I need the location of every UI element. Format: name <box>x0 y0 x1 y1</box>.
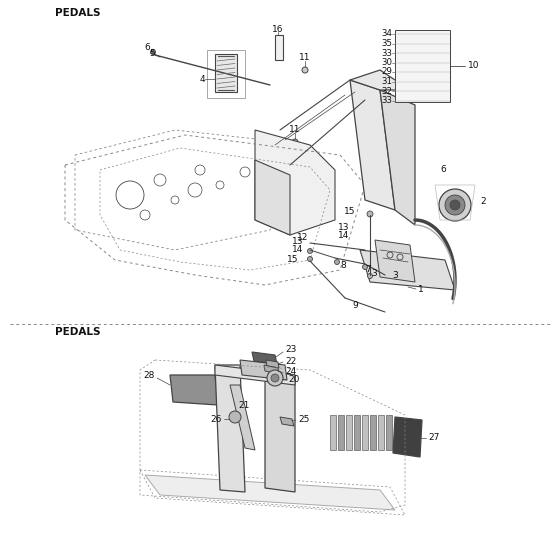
Text: 28: 28 <box>143 371 155 380</box>
Polygon shape <box>255 130 335 235</box>
Text: 32: 32 <box>381 86 392 96</box>
Polygon shape <box>360 250 455 290</box>
Circle shape <box>334 259 339 264</box>
Polygon shape <box>215 365 295 385</box>
Text: PEDALS: PEDALS <box>55 8 100 18</box>
Circle shape <box>229 411 241 423</box>
Text: 3: 3 <box>392 270 398 279</box>
Text: 11: 11 <box>299 54 311 63</box>
Text: 33: 33 <box>381 49 392 58</box>
Text: 10: 10 <box>468 62 479 71</box>
Text: 12: 12 <box>297 234 308 242</box>
Text: 33: 33 <box>381 96 392 105</box>
Text: 4: 4 <box>199 74 205 83</box>
Circle shape <box>445 195 465 215</box>
Text: 26: 26 <box>211 416 222 424</box>
Text: 34: 34 <box>381 30 392 39</box>
Polygon shape <box>215 365 245 492</box>
Polygon shape <box>346 415 352 450</box>
Text: 20: 20 <box>288 376 300 385</box>
Text: 8: 8 <box>340 260 346 269</box>
Text: 35: 35 <box>381 39 392 48</box>
Circle shape <box>367 211 373 217</box>
Text: 31: 31 <box>381 77 392 86</box>
Text: 22: 22 <box>285 357 296 366</box>
Text: 27: 27 <box>428 432 440 441</box>
Text: 24: 24 <box>285 367 296 376</box>
Text: 6: 6 <box>440 166 446 175</box>
Polygon shape <box>252 352 277 364</box>
Circle shape <box>450 200 460 210</box>
Text: 25: 25 <box>298 416 309 424</box>
Circle shape <box>362 264 367 269</box>
Polygon shape <box>330 415 336 450</box>
Polygon shape <box>170 375 218 405</box>
Polygon shape <box>230 385 255 450</box>
Text: 2: 2 <box>480 198 486 207</box>
Text: 21: 21 <box>238 400 249 409</box>
Polygon shape <box>350 70 410 90</box>
Circle shape <box>271 374 279 382</box>
Polygon shape <box>375 240 415 282</box>
Polygon shape <box>338 415 344 450</box>
Circle shape <box>292 139 298 145</box>
Circle shape <box>302 67 308 73</box>
Polygon shape <box>280 417 294 426</box>
Circle shape <box>307 249 312 254</box>
Polygon shape <box>386 415 392 450</box>
Polygon shape <box>393 417 422 457</box>
Polygon shape <box>354 415 360 450</box>
Polygon shape <box>266 360 279 368</box>
Polygon shape <box>145 475 395 510</box>
Polygon shape <box>378 415 384 450</box>
Circle shape <box>367 273 372 278</box>
Text: 3: 3 <box>371 268 377 278</box>
Circle shape <box>151 49 156 54</box>
Circle shape <box>267 370 283 386</box>
Circle shape <box>439 189 471 221</box>
Polygon shape <box>275 35 283 60</box>
Text: 13: 13 <box>292 237 303 246</box>
Text: 23: 23 <box>285 346 296 354</box>
Text: 11: 11 <box>290 125 301 134</box>
Polygon shape <box>370 415 376 450</box>
Polygon shape <box>380 90 415 225</box>
Text: 1: 1 <box>418 286 424 295</box>
Text: 6: 6 <box>144 44 150 53</box>
Polygon shape <box>215 54 237 92</box>
Polygon shape <box>240 360 287 380</box>
Text: 13: 13 <box>338 222 349 231</box>
Text: 14: 14 <box>292 245 303 254</box>
Polygon shape <box>255 160 290 235</box>
Circle shape <box>307 256 312 262</box>
Text: 9: 9 <box>352 301 358 310</box>
Text: 14: 14 <box>338 231 349 240</box>
Text: PEDALS: PEDALS <box>55 327 100 337</box>
Text: 5: 5 <box>150 49 155 58</box>
Polygon shape <box>395 30 450 102</box>
Text: 15: 15 <box>343 208 355 217</box>
Polygon shape <box>264 365 279 374</box>
Text: 7: 7 <box>365 265 371 274</box>
Text: 30: 30 <box>381 58 392 67</box>
Polygon shape <box>350 80 395 210</box>
Text: 15: 15 <box>287 254 298 264</box>
Text: 16: 16 <box>272 25 284 34</box>
Polygon shape <box>362 415 368 450</box>
Polygon shape <box>265 370 295 492</box>
Text: 29: 29 <box>381 68 392 77</box>
